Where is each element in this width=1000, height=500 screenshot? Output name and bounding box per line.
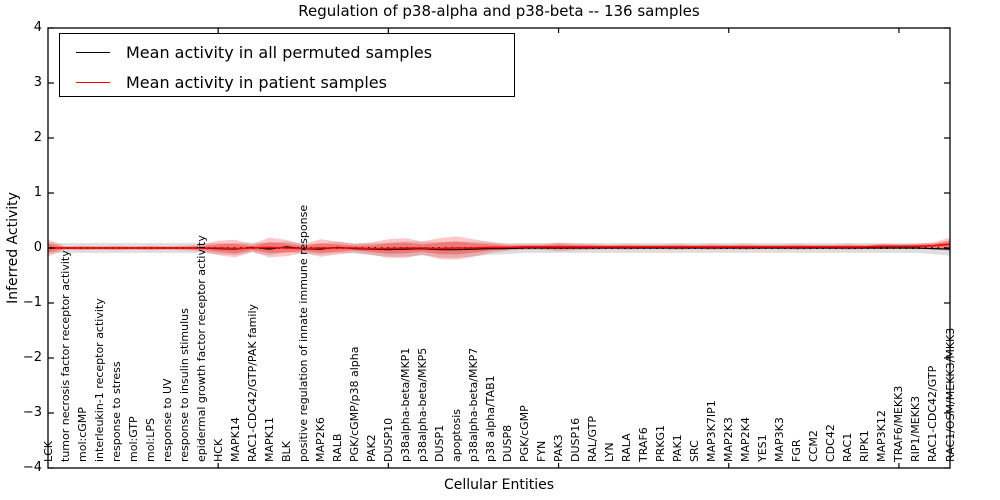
x-tick-label: response to insulin stimulus	[177, 308, 191, 462]
x-tick-label: epidermal growth factor receptor activit…	[194, 235, 208, 462]
x-tick-label: RALA	[620, 433, 634, 462]
legend-label: Mean activity in patient samples	[126, 72, 387, 92]
x-tick-label: RAC1-CDC42/GTP	[926, 365, 940, 462]
patient-line-sample-icon	[76, 81, 110, 83]
x-tick-label: MAPK11	[262, 417, 276, 462]
x-tick-label: response to stress	[109, 361, 123, 462]
x-tick-label: TRAF6/MEKK3	[892, 385, 906, 462]
x-tick-label: mol:LPS	[143, 418, 157, 462]
x-tick-label: response to UV	[160, 378, 174, 462]
x-tick-label: SRC	[688, 440, 702, 462]
x-tick-label: DUSP10	[381, 417, 395, 462]
x-tick-label: RALB	[330, 433, 344, 462]
y-tick-label: 3	[33, 75, 42, 90]
x-tick-label: tumor necrosis factor receptor activity	[58, 250, 72, 462]
x-tick-label: p38alpha-beta/MKP1	[398, 347, 412, 462]
x-tick-label: TRAF6	[637, 427, 651, 462]
y-tick-label: 4	[33, 20, 42, 35]
y-tick-label: 2	[33, 130, 42, 145]
x-tick-label: DUSP1	[432, 424, 446, 462]
x-tick-label: p38 alpha/TAB1	[483, 375, 497, 462]
x-tick-label: mol:cGMP	[75, 407, 89, 462]
y-tick-label: 1	[33, 185, 42, 200]
x-tick-label: RAC1	[841, 432, 855, 462]
y-tick-label: −3	[22, 405, 42, 420]
y-tick-label: −4	[22, 460, 42, 475]
patient-mean-line	[48, 243, 951, 250]
x-tick-label: interleukin-1 receptor activity	[92, 298, 106, 462]
x-tick-label: MAPK14	[228, 417, 242, 462]
x-tick-label: CDC42	[824, 424, 838, 462]
legend-item-patient: Mean activity in patient samples	[60, 67, 387, 97]
x-tick-label: FYN	[535, 440, 549, 462]
x-tick-label: RIPK1	[858, 430, 872, 462]
x-tick-label: PAK2	[364, 434, 378, 462]
x-tick-label: BLK	[279, 441, 293, 462]
x-tick-label: LCK	[41, 440, 55, 462]
x-tick-label: MAP3K12	[875, 410, 889, 462]
x-tick-label: HCK	[211, 438, 225, 462]
x-tick-label: RAL/GTP	[586, 415, 600, 462]
x-tick-label: MAP2K3	[722, 417, 736, 462]
x-tick-label: YES1	[756, 434, 770, 462]
x-tick-label: PGK/cGMP/p38 alpha	[347, 346, 361, 462]
x-tick-label: DUSP8	[501, 424, 514, 462]
x-tick-label: MAP2K4	[739, 417, 753, 462]
y-tick-label: 0	[33, 240, 42, 255]
x-tick-label: RIP1/MEKK3	[909, 395, 923, 462]
permuted-band	[48, 241, 950, 258]
x-tick-label: FGR	[790, 439, 804, 463]
x-axis-label: Cellular Entities	[443, 477, 555, 493]
x-tick-label: PGK/cGMP	[518, 405, 532, 462]
x-tick-label: RAC1-CDC42/GTP/PAK family	[245, 303, 259, 462]
y-tick-label: −1	[22, 295, 42, 310]
x-tick-label: MAP2K6	[313, 417, 327, 462]
x-tick-label: MAP3K7IP1	[705, 400, 719, 462]
x-tick-label: RAC1/OSM/MEKK3/MKK3	[943, 327, 957, 462]
permuted-line-sample-icon	[76, 51, 110, 53]
x-tick-label: LYN	[603, 442, 617, 462]
x-tick-label: PAK1	[671, 434, 685, 462]
legend: Mean activity in all permuted samples Me…	[59, 33, 515, 97]
x-tick-label: apoptosis	[449, 409, 463, 462]
x-tick-label: PAK3	[552, 434, 566, 462]
y-tick-label: −2	[22, 350, 42, 365]
x-tick-label: MAP3K3	[773, 417, 787, 462]
x-tick-label: p38alpha-beta/MKP7	[466, 347, 480, 462]
x-tick-label: positive regulation of innate immune res…	[296, 204, 310, 462]
x-tick-label: DUSP16	[569, 417, 583, 462]
x-tick-label: PRKG1	[654, 424, 668, 462]
legend-item-permuted: Mean activity in all permuted samples	[60, 37, 432, 67]
x-tick-label: CCM2	[807, 430, 821, 462]
x-tick-label: mol:GTP	[126, 416, 140, 462]
chart-title: Regulation of p38-alpha and p38-beta -- …	[298, 2, 700, 20]
x-tick-label: p38alpha-beta/MKP5	[415, 347, 429, 462]
legend-label: Mean activity in all permuted samples	[126, 42, 433, 62]
